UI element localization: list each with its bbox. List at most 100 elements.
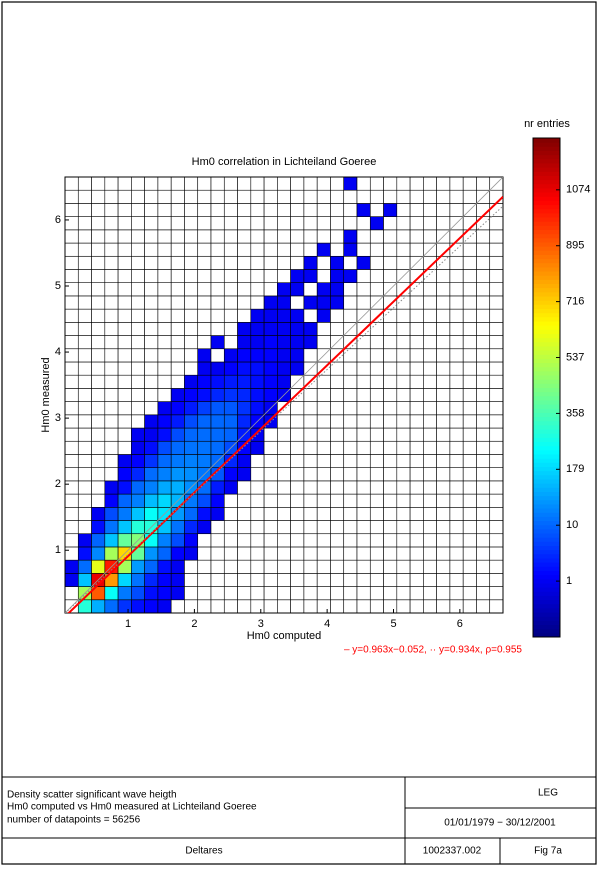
cell — [223, 176, 238, 191]
cell — [476, 427, 491, 442]
colorbar-step — [533, 233, 560, 239]
colorbar-step — [533, 271, 560, 276]
colorbar-step — [533, 533, 560, 538]
cell — [369, 559, 384, 574]
cell — [104, 322, 119, 336]
cell — [290, 216, 305, 231]
cell — [277, 586, 291, 601]
cell — [462, 388, 477, 402]
cell — [396, 507, 411, 521]
colorbar-step — [533, 175, 560, 181]
cell — [104, 586, 119, 601]
cell — [170, 546, 185, 561]
colorbar-step — [533, 316, 560, 322]
cell — [383, 427, 398, 442]
colorbar-step — [533, 362, 560, 368]
cell — [237, 242, 252, 257]
cell — [237, 255, 252, 270]
cell — [197, 599, 212, 614]
cell — [409, 322, 424, 336]
cell — [237, 322, 252, 336]
cell — [197, 427, 212, 442]
cell — [369, 467, 384, 482]
cell — [131, 507, 145, 521]
cell — [489, 559, 504, 574]
cell — [197, 533, 212, 548]
cell — [104, 520, 119, 535]
cell — [303, 269, 318, 283]
cell — [369, 255, 384, 270]
cell — [91, 467, 106, 482]
cell — [250, 467, 265, 482]
cell — [303, 599, 318, 614]
cell — [223, 559, 238, 574]
cell — [223, 599, 238, 614]
cell — [170, 599, 185, 614]
cell — [343, 361, 358, 376]
cell — [170, 401, 185, 416]
cell — [316, 176, 331, 191]
cell — [210, 255, 225, 270]
cell — [489, 520, 504, 535]
cell — [316, 229, 331, 244]
cell — [290, 282, 305, 297]
cell — [343, 507, 358, 521]
cell — [117, 559, 132, 574]
lines — [65, 177, 503, 613]
cell — [250, 282, 265, 297]
cell — [396, 216, 411, 231]
colorbar-step — [533, 491, 560, 497]
cell — [462, 414, 477, 429]
cell — [449, 361, 464, 376]
cell — [303, 335, 318, 350]
cell — [423, 599, 437, 614]
cell — [409, 242, 424, 257]
cell — [77, 454, 92, 468]
cell — [91, 520, 106, 535]
cell — [197, 335, 212, 350]
cell — [104, 216, 119, 231]
cell — [436, 322, 451, 336]
cell — [144, 322, 159, 336]
cell — [184, 282, 199, 297]
cell — [409, 533, 424, 548]
cell — [476, 507, 491, 521]
cell — [316, 189, 331, 204]
fit-label: – y=0.963x−0.052, ·· y=0.934x, ρ=0.955 — [344, 645, 522, 656]
cell — [356, 189, 371, 204]
cell — [157, 480, 172, 495]
cell — [383, 480, 398, 495]
cell — [91, 374, 106, 389]
description-line: Hm0 computed vs Hm0 measured at Lichteil… — [7, 802, 257, 813]
colorbar-step — [533, 154, 560, 160]
cell — [316, 242, 331, 257]
cell — [356, 414, 371, 429]
cell — [223, 242, 238, 257]
cell — [409, 480, 424, 495]
cell — [223, 414, 238, 429]
cell — [423, 454, 437, 468]
cell — [303, 176, 318, 191]
colorbar-step — [533, 217, 560, 222]
cell — [316, 573, 331, 587]
cell — [277, 203, 291, 217]
cell — [131, 573, 145, 587]
cell — [356, 507, 371, 521]
cell — [157, 388, 172, 402]
colorbar-step — [533, 358, 560, 364]
cell — [91, 269, 106, 283]
cell — [343, 229, 358, 244]
cell — [117, 348, 132, 363]
cell — [263, 269, 278, 283]
cell — [369, 388, 384, 402]
cell — [356, 203, 371, 217]
description-line: number of datapoints = 56256 — [7, 815, 141, 826]
cell — [489, 322, 504, 336]
cell — [383, 559, 398, 574]
cell — [157, 546, 172, 561]
colorbar-step — [533, 478, 560, 484]
cell — [77, 189, 92, 204]
cell — [250, 348, 265, 363]
cell — [369, 480, 384, 495]
cell — [356, 427, 371, 442]
